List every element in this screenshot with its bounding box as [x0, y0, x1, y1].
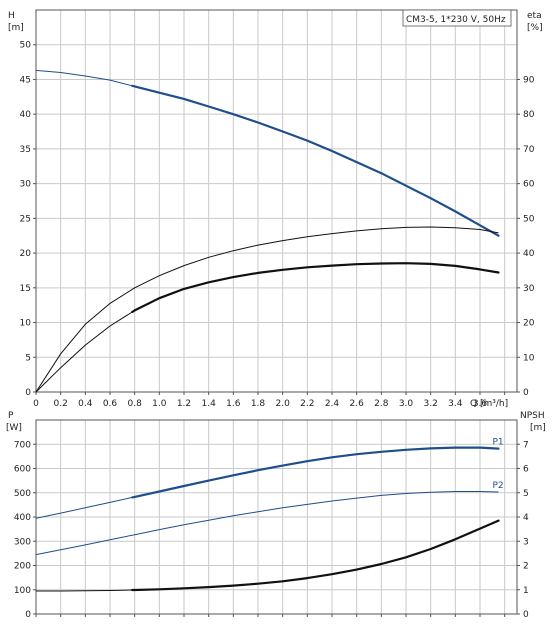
- top-left-axis-name: H: [8, 11, 15, 21]
- bottom-right-tick-label: 3: [523, 537, 529, 547]
- bottom-plot-frame: [35, 419, 518, 615]
- series-line-P1: [131, 446, 500, 499]
- x-tick-label: 0.6: [103, 399, 118, 409]
- bottom-right-tick-label: 2: [523, 562, 529, 572]
- top-right-axis-unit: [%]: [527, 23, 543, 33]
- bottom-left-axis-name: P: [8, 411, 14, 421]
- series-label-P2: P2: [493, 481, 504, 491]
- bottom-right-axis-name: NPSH: [520, 411, 545, 421]
- top-right-tick-label: 0: [523, 388, 529, 398]
- top-left-tick-label: 35: [20, 145, 31, 155]
- top-right-tick-label: 10: [523, 353, 535, 363]
- x-tick-label: 2.8: [374, 399, 389, 409]
- bottom-left-tick-label: 100: [14, 586, 31, 596]
- bottom-left-axis-unit: [W]: [6, 423, 22, 433]
- top-left-tick-label: 15: [20, 284, 31, 294]
- top-right-tick-label: 80: [523, 110, 535, 120]
- x-tick-label: 1.0: [152, 399, 167, 409]
- x-tick-label: 1.6: [226, 399, 241, 409]
- bottom-right-tick-label: 7: [523, 440, 529, 450]
- top-right-tick-label: 60: [523, 180, 535, 190]
- x-tick-label: 3.4: [448, 399, 463, 409]
- x-tick-label: 2.0: [276, 399, 291, 409]
- bottom-left-tick-label: 400: [14, 513, 31, 523]
- top-left-tick-label: 5: [25, 353, 31, 363]
- bottom-right-tick-label: 6: [523, 465, 529, 475]
- bottom-left-tick-label: 300: [14, 537, 31, 547]
- chart-title: CM3-5, 1*230 V, 50Hz: [406, 15, 506, 25]
- series-line-P1-thin: [35, 496, 133, 519]
- top-left-tick-label: 25: [20, 214, 31, 224]
- x-tick-label: 2.6: [350, 399, 365, 409]
- top-left-tick-label: 30: [20, 180, 32, 190]
- top-left-tick-label: 20: [20, 249, 32, 259]
- series-line-P2: [35, 491, 499, 556]
- series-line-NPSH: [131, 519, 500, 592]
- x-tick-label: 0.2: [54, 399, 68, 409]
- bottom-left-tick-label: 0: [25, 610, 31, 620]
- bottom-left-tick-label: 500: [14, 489, 31, 499]
- series-line-H-thin: [35, 69, 133, 87]
- x-tick-label: 0.4: [78, 399, 93, 409]
- x-tick-label: 1.8: [251, 399, 266, 409]
- bottom-right-tick-label: 0: [523, 610, 529, 620]
- series-label-P1: P1: [493, 438, 504, 448]
- x-tick-label: 2.2: [300, 399, 314, 409]
- bottom-left-tick-label: 600: [14, 465, 31, 475]
- x-tick-label: 3.6: [473, 399, 488, 409]
- top-left-tick-label: 10: [20, 319, 32, 329]
- top-right-tick-label: 40: [523, 249, 535, 259]
- top-x-axis-label: Q [m³/h]: [470, 399, 508, 409]
- x-tick-label: 2.4: [325, 399, 340, 409]
- x-tick-label: 3.2: [424, 399, 438, 409]
- top-plot-frame: [35, 9, 518, 393]
- bottom-left-tick-label: 700: [14, 440, 31, 450]
- x-tick-label: 3.0: [399, 399, 414, 409]
- top-right-tick-label: 70: [523, 145, 535, 155]
- top-left-tick-label: 50: [20, 41, 32, 51]
- bottom-right-tick-label: 1: [523, 586, 529, 596]
- series-line-eta_pump: [35, 226, 499, 393]
- bottom-right-axis-unit: [m]: [530, 423, 546, 433]
- top-right-tick-label: 50: [523, 214, 535, 224]
- top-right-tick-label: 20: [523, 319, 535, 329]
- top-left-axis-unit: [m]: [8, 23, 24, 33]
- series-line-eta_total: [131, 262, 500, 314]
- bottom-right-tick-label: 4: [523, 513, 529, 523]
- top-left-tick-label: 45: [20, 75, 31, 85]
- top-right-tick-label: 30: [523, 284, 535, 294]
- power-npsh-plot: 0 100 200 300 400 500 600 700 0 1 2 3 4 5 6 7 P1 P2: [14, 419, 529, 620]
- x-tick-label: 1.2: [177, 399, 191, 409]
- head-efficiency-plot: 0 5 10 15 20 25 30 35 40 45 50 0 10 20 30 40 50 60 70 80 90 0…: [20, 9, 535, 409]
- top-left-tick-label: 40: [20, 110, 32, 120]
- chart-title-box: [402, 9, 512, 27]
- top-right-tick-label: 90: [523, 75, 535, 85]
- series-line-eta_total-thin: [35, 311, 133, 393]
- top-left-tick-label: 0: [25, 388, 31, 398]
- series-line-NPSH-thin: [36, 589, 133, 592]
- series-line-H: [131, 84, 500, 237]
- x-tick-label: 0: [33, 399, 39, 409]
- bottom-left-tick-label: 200: [14, 562, 31, 572]
- x-tick-label: 0.8: [128, 399, 143, 409]
- bottom-right-tick-label: 5: [523, 489, 529, 499]
- top-right-axis-name: eta: [527, 11, 542, 21]
- x-tick-label: 1.4: [202, 399, 217, 409]
